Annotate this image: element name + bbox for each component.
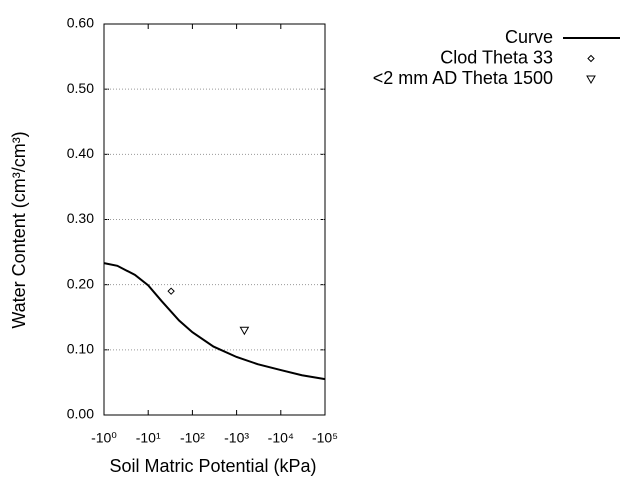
legend-label: Clod Theta 33 bbox=[440, 47, 553, 67]
x-tick-label: -10² bbox=[180, 430, 205, 446]
curve-line bbox=[103, 262, 326, 381]
x-tick-label: -10⁰ bbox=[91, 430, 117, 446]
x-tick-label: -10¹ bbox=[136, 430, 161, 446]
point bbox=[239, 326, 250, 336]
x-tick-label: -10³ bbox=[224, 430, 249, 446]
legend-label: <2 mm AD Theta 1500 bbox=[373, 68, 553, 88]
plot-frame bbox=[103, 23, 326, 416]
y-tick-label: 0.00 bbox=[67, 406, 94, 422]
y-tick-label: 0.30 bbox=[67, 210, 94, 226]
y-tick-label: 0.10 bbox=[67, 341, 94, 357]
y-axis-label: Water Content (cm³/cm³) bbox=[9, 131, 29, 328]
legend-marker bbox=[586, 75, 596, 85]
x-axis-label: Soil Matric Potential (kPa) bbox=[109, 456, 316, 476]
legend-label: Curve bbox=[505, 27, 553, 47]
legend-marker bbox=[587, 54, 595, 63]
x-tick-label: -10⁵ bbox=[312, 430, 338, 446]
y-tick-label: 0.40 bbox=[67, 145, 94, 161]
y-tick-label: 0.50 bbox=[67, 80, 94, 96]
point bbox=[167, 287, 175, 295]
y-tick-label: 0.60 bbox=[67, 15, 94, 31]
y-tick-label: 0.20 bbox=[67, 275, 94, 291]
x-tick-label: -10⁴ bbox=[268, 430, 294, 446]
